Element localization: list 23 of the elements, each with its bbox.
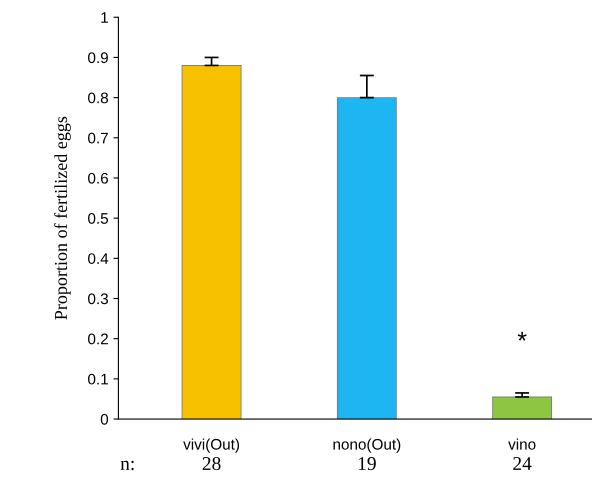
text: 28	[202, 457, 221, 470]
bar	[492, 396, 552, 420]
text: 24	[513, 457, 532, 470]
y-tick-label: 0.9	[88, 52, 108, 64]
x-tick-label: vivi(Out)	[183, 438, 240, 453]
x-tick-label: vino	[508, 438, 536, 450]
text: 19	[358, 457, 376, 470]
y-tick-label: 0.8	[88, 92, 108, 104]
y-tick-label: 0.1	[88, 374, 108, 385]
y-tick-label: 0.2	[88, 334, 108, 344]
text: n:	[120, 460, 134, 470]
y-tick-label: 1	[101, 12, 108, 23]
y-tick-label: 0.4	[88, 253, 108, 264]
bar	[182, 65, 242, 420]
y-tick-label: 0.5	[88, 213, 108, 224]
annotation: *	[518, 332, 527, 341]
bar	[336, 97, 397, 420]
y-tick-label: 0	[100, 414, 108, 425]
y-axis-title: Proportion of fertilized eggs	[54, 116, 71, 320]
x-tick-label: nono(Out)	[333, 438, 400, 453]
y-tick-label: 0.3	[88, 293, 108, 304]
y-tick-label: 0.7	[88, 132, 108, 144]
y-tick-label: 0.6	[88, 172, 108, 184]
